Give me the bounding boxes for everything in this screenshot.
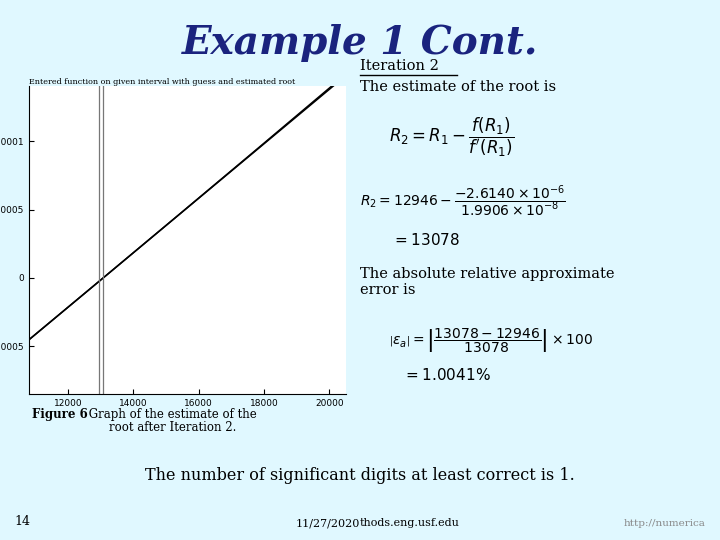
Text: Graph of the estimate of the: Graph of the estimate of the xyxy=(85,408,257,421)
Text: $R_2 = R_1 - \dfrac{f(R_1)}{f^{\prime}(R_1)}$: $R_2 = R_1 - \dfrac{f(R_1)}{f^{\prime}(R… xyxy=(389,116,514,159)
Text: $= 1.0041\%$: $= 1.0041\%$ xyxy=(403,367,491,383)
Text: $\left|\epsilon_a\right| = \left|\dfrac{13078 - 12946}{13078}\right| \times 100$: $\left|\epsilon_a\right| = \left|\dfrac{… xyxy=(389,327,593,355)
Text: 14: 14 xyxy=(14,515,30,528)
Text: Example 1 Cont.: Example 1 Cont. xyxy=(182,24,538,62)
Text: 11/27/2020: 11/27/2020 xyxy=(296,518,360,528)
Text: thods.eng.usf.edu: thods.eng.usf.edu xyxy=(360,518,460,528)
Text: Iteration 2: Iteration 2 xyxy=(360,59,439,73)
Text: http://numerica: http://numerica xyxy=(624,519,706,528)
Text: $= 13078$: $= 13078$ xyxy=(392,232,461,248)
Text: Figure 6: Figure 6 xyxy=(32,408,88,421)
Text: The absolute relative approximate: The absolute relative approximate xyxy=(360,267,614,281)
Text: The number of significant digits at least correct is 1.: The number of significant digits at leas… xyxy=(145,467,575,484)
Text: Entered function on given interval with guess and estimated root: Entered function on given interval with … xyxy=(29,78,295,86)
Text: The estimate of the root is: The estimate of the root is xyxy=(360,80,556,94)
Text: root after Iteration 2.: root after Iteration 2. xyxy=(109,421,236,434)
Text: error is: error is xyxy=(360,284,415,298)
Text: $R_2 = 12946 - \dfrac{-2.6140 \times 10^{-6}}{1.9906 \times 10^{-8}}$: $R_2 = 12946 - \dfrac{-2.6140 \times 10^… xyxy=(360,184,566,219)
